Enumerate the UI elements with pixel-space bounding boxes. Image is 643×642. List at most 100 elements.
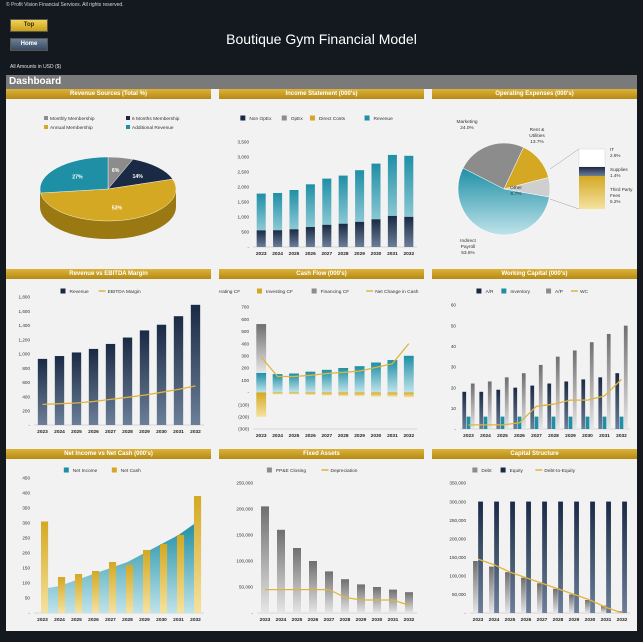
bar	[256, 324, 267, 373]
panel-title: Operating Expenses (000's)	[432, 89, 637, 99]
bar	[190, 304, 201, 425]
y-tick-label: -	[247, 390, 249, 395]
bar	[371, 219, 381, 247]
legend-swatch	[60, 288, 66, 294]
y-tick-label: 350	[22, 506, 30, 511]
x-tick-label: 2025	[505, 617, 516, 623]
x-tick-label: 2029	[354, 433, 365, 439]
legend-label: Inventory	[510, 289, 530, 295]
y-tick-label: 3,000	[238, 155, 250, 160]
dashboard-area: Revenue Sources (Total %) Monthly Member…	[6, 89, 637, 631]
bar	[256, 230, 266, 247]
bar	[338, 368, 349, 393]
x-tick-label: 2025	[292, 617, 303, 623]
bar	[88, 348, 99, 425]
slice-label: 6.7%	[511, 191, 523, 197]
x-tick-label: 2024	[272, 433, 283, 439]
bar	[496, 389, 501, 429]
pie-slice	[462, 142, 524, 190]
y-tick-label: -	[28, 423, 30, 428]
bar	[590, 501, 595, 613]
legend-swatch	[472, 467, 478, 473]
data-label: 14%	[133, 174, 144, 180]
y-tick-label: 200,000	[449, 536, 466, 541]
x-tick-label: 2032	[617, 617, 628, 623]
bar	[510, 501, 515, 613]
sub-label: 1.4%	[610, 173, 620, 178]
x-tick-label: 2024	[276, 617, 287, 623]
bar	[357, 584, 365, 613]
legend-swatch	[309, 115, 315, 121]
legend-swatch	[311, 288, 317, 294]
x-tick-label: 2025	[289, 251, 300, 257]
fixed-assets-chart: PP&E Closing Depreciation - 50,000 100,000 15…	[236, 467, 417, 623]
data-label: 27%	[72, 174, 83, 180]
bar	[564, 381, 569, 429]
bar	[606, 501, 611, 613]
bar	[71, 352, 82, 425]
bar	[273, 193, 283, 247]
bar	[494, 501, 499, 613]
x-tick-label: 2024	[54, 429, 65, 435]
y-tick-label: 50,000	[239, 585, 253, 590]
x-tick-label: 2024	[480, 433, 491, 439]
x-tick-label: 2030	[372, 617, 383, 623]
x-tick-label: 2027	[531, 433, 542, 439]
cash-flow-chart: Operating CF Investing CF Financing CF Net …	[219, 288, 419, 439]
bar	[355, 170, 365, 247]
y-tick-label: 600	[241, 317, 249, 322]
legend-swatch	[44, 125, 48, 129]
legend-label: EBITDA Margin	[108, 289, 141, 295]
x-tick-label: 2026	[305, 251, 316, 257]
bar	[293, 548, 301, 613]
pie-slice	[39, 156, 109, 194]
bar	[289, 373, 299, 393]
bar	[403, 392, 414, 398]
bar	[483, 416, 488, 429]
x-tick-label: 2032	[190, 429, 201, 435]
y-tick-label: 60	[451, 303, 457, 308]
bar	[156, 324, 167, 425]
legend-swatch	[364, 115, 370, 121]
y-tick-label: 250,000	[449, 518, 466, 523]
legend-label: Operating CF	[219, 289, 240, 295]
y-tick-label: 1,000	[238, 215, 250, 220]
bar	[466, 416, 471, 429]
x-tick-label: 2032	[616, 433, 627, 439]
y-tick-label: 300,000	[449, 499, 466, 504]
y-tick-label: 30	[451, 365, 457, 370]
legend-label: Direct Costs	[319, 116, 346, 122]
bar	[105, 343, 116, 425]
top-button[interactable]: Top	[10, 19, 48, 32]
bar	[193, 496, 202, 613]
x-tick-label: 2025	[71, 617, 82, 623]
bar	[277, 529, 285, 613]
y-tick-label: 200,000	[236, 507, 253, 512]
legend-swatch	[111, 467, 117, 473]
y-tick-label: (200)	[238, 415, 249, 420]
x-tick-label: 2026	[514, 433, 525, 439]
y-tick-label: 2,000	[238, 185, 250, 190]
bar	[289, 190, 299, 247]
bar	[615, 373, 620, 429]
y-tick-label: 500	[241, 329, 249, 334]
home-button[interactable]: Home	[10, 38, 48, 51]
y-tick-label: 400	[241, 341, 249, 346]
x-tick-label: 2028	[338, 251, 349, 257]
x-tick-label: 2027	[324, 617, 335, 623]
x-tick-label: 2026	[88, 429, 99, 435]
bar	[289, 229, 299, 247]
slice-label: Other	[510, 185, 522, 191]
sub-bar-segment	[579, 176, 605, 209]
bar	[403, 355, 414, 393]
bar	[526, 501, 531, 613]
bar	[272, 374, 283, 393]
bar	[530, 385, 535, 429]
legend-swatch	[63, 467, 69, 473]
legend-swatch	[501, 288, 507, 294]
legend-label: Additional Revenue	[132, 125, 174, 131]
x-tick-label: 2031	[387, 433, 398, 439]
bar	[57, 577, 66, 613]
capital-structure-panel: Capital Structure Debt Equity Debt-to-Equi…	[432, 449, 637, 629]
